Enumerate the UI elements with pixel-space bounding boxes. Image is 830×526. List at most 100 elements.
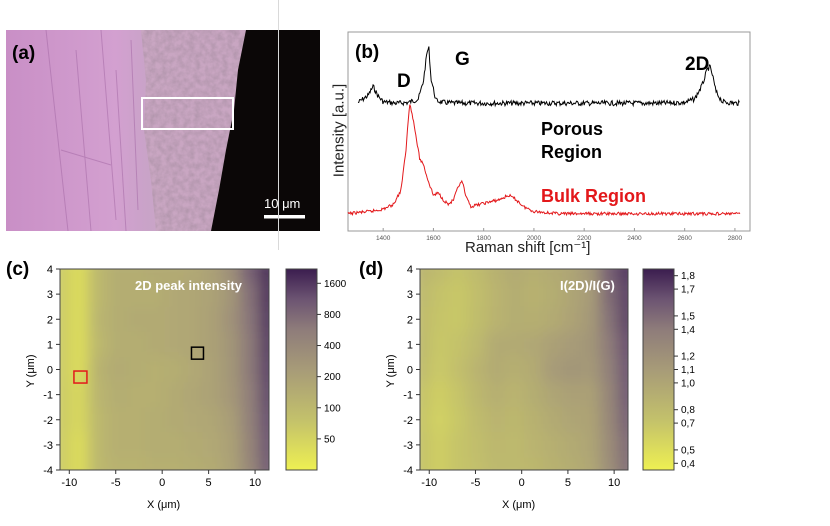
heatmap-cell — [88, 281, 109, 308]
x-tick-label: 5 — [565, 477, 571, 489]
heatmap-cell — [505, 432, 525, 459]
heatmap-cell — [467, 306, 488, 333]
y-tick-label: 2 — [407, 314, 413, 326]
heatmap-cell — [618, 356, 628, 384]
divider — [278, 0, 279, 250]
heatmap-cell — [448, 457, 469, 470]
heatmap-cell — [88, 306, 109, 333]
heatmap-cell — [60, 457, 71, 470]
heatmap-cell — [561, 356, 582, 384]
x-tick-label: 1400 — [376, 235, 391, 242]
x-tick-label: -5 — [471, 477, 481, 489]
heatmap-cell — [429, 306, 450, 333]
heatmap-cell — [107, 382, 128, 409]
spectrum-ylabel: Intensity [a.u.] — [330, 83, 348, 178]
heatmap-cell — [580, 382, 601, 409]
heatmap-cell — [429, 356, 450, 384]
heatmap-cell — [561, 281, 582, 308]
heatmap-cell — [259, 382, 269, 409]
heatmap-cell — [618, 269, 628, 283]
heatmap-cell — [240, 382, 261, 409]
y-tick-label: 4 — [407, 264, 413, 276]
heatmap-cell — [505, 407, 525, 434]
scale-bar-label: 10 μm — [264, 196, 301, 211]
heatmap-cell — [145, 457, 166, 470]
heatmap-cell — [88, 457, 109, 470]
heatmap-cell — [524, 432, 544, 459]
heatmap-cell — [164, 306, 185, 333]
heatmap-cell — [580, 356, 601, 384]
heatmap-cell — [524, 382, 544, 409]
heatmap-cell — [240, 269, 261, 283]
heatmap-cell — [221, 457, 242, 470]
heatmap-cell — [580, 306, 601, 333]
heatmap-cell — [202, 432, 223, 459]
colorbar-tick-label: 50 — [324, 434, 336, 445]
heatmap-cell — [618, 281, 628, 308]
heatmap-cell — [420, 306, 431, 333]
colorbar-d — [642, 268, 675, 471]
heatmap-cell — [524, 306, 544, 333]
heatmap-cell — [524, 269, 544, 283]
heatmap-cell — [145, 331, 166, 358]
heatmap-cell — [524, 331, 544, 358]
optical-image — [6, 30, 320, 231]
x-tick-label: 2400 — [627, 235, 642, 242]
heatmap-cell — [505, 281, 525, 308]
panel-a-label: (a) — [12, 43, 36, 64]
heatmap-cell — [145, 432, 166, 459]
heatmap-cell — [202, 382, 223, 409]
heatmap-cell — [145, 281, 166, 308]
colorbar-tick-label: 1,1 — [681, 365, 695, 376]
heatmap-cell — [221, 356, 242, 384]
x-tick-label: 2600 — [677, 235, 692, 242]
heatmap-cell — [561, 457, 582, 470]
heatmap-cell — [505, 356, 525, 384]
scale-bar — [264, 215, 305, 219]
heatmap-cell — [467, 457, 488, 470]
heatmap-cell — [164, 269, 185, 283]
panel-d-label: (d) — [359, 259, 384, 280]
heatmap-cell — [221, 281, 242, 308]
heatmap-cell — [580, 457, 601, 470]
map-c-xlabel: X (μm) — [147, 499, 181, 511]
heatmap-cell — [164, 382, 185, 409]
heatmap-cell — [420, 432, 431, 459]
heatmap-cell — [505, 457, 525, 470]
heatmap-cell — [429, 382, 450, 409]
heatmap-cell — [221, 306, 242, 333]
heatmap-cell — [202, 281, 223, 308]
porous-spectrum — [357, 46, 740, 108]
heatmap-cell — [202, 356, 223, 384]
panel-c: -10 -5 0 5 10 -4 -3 -2 -1 0 1 2 3 4 50 100 200 400 800 160… — [0, 255, 360, 521]
heatmap-cell — [580, 407, 601, 434]
heatmap-cell — [429, 331, 450, 358]
heatmap-cell — [420, 281, 431, 308]
heatmap-cell — [429, 269, 450, 283]
heatmap-cell — [429, 432, 450, 459]
heatmap-cell — [448, 331, 469, 358]
heatmap-cell — [561, 331, 582, 358]
heatmap-cell — [60, 407, 71, 434]
x-tick-label: -10 — [421, 477, 437, 489]
x-tick-label: 0 — [519, 477, 525, 489]
x-tick-label: 10 — [249, 477, 261, 489]
heatmap-cell — [107, 281, 128, 308]
y-tick-label: 0 — [47, 365, 53, 377]
heatmap-cell — [618, 306, 628, 333]
colorbar-tick-label: 400 — [324, 341, 341, 352]
heatmap-cell — [486, 331, 507, 358]
heatmap-cell — [542, 432, 563, 459]
region-box — [141, 97, 234, 130]
heatmap-cell — [259, 407, 269, 434]
colorbar-tick-label: 200 — [324, 372, 341, 383]
heatmap-cell — [599, 432, 620, 459]
heatmap-cell — [69, 432, 90, 459]
panel-c-label: (c) — [6, 259, 30, 280]
heatmap-cell — [221, 407, 242, 434]
heatmap-cell — [164, 407, 185, 434]
heatmap-cell — [60, 382, 71, 409]
heatmap-cell — [88, 432, 109, 459]
black-square-marker — [190, 346, 205, 360]
